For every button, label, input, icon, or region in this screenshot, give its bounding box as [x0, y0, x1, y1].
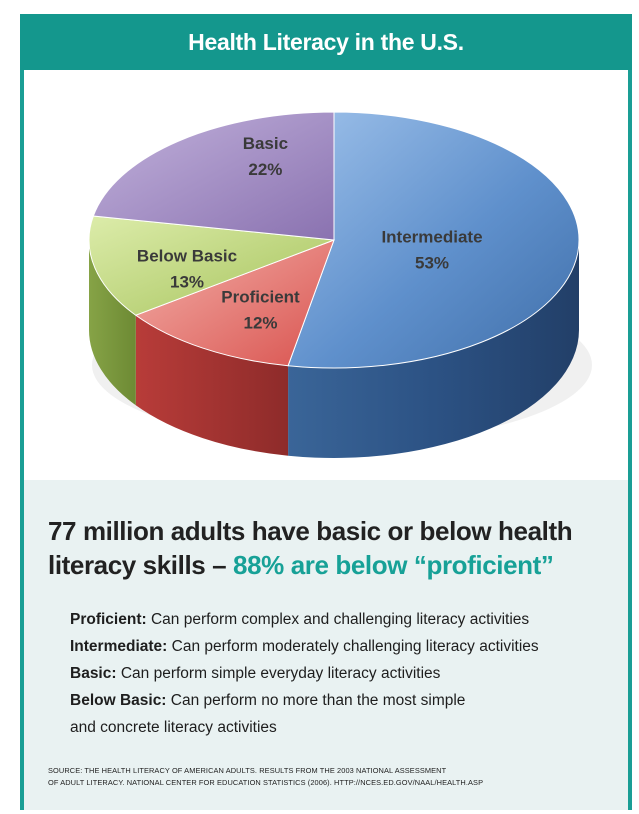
chart-title: Health Literacy in the U.S. — [188, 28, 464, 55]
pie-side-below-basic — [89, 240, 136, 406]
pie-tops — [88, 111, 580, 369]
definition-proficient: Proficient: Can perform complex and chal… — [70, 606, 610, 633]
definition-text: Can perform moderately challenging liter… — [167, 638, 539, 655]
slice-label-proficient: Proficient — [221, 288, 300, 307]
definition-term: Intermediate: — [70, 638, 168, 655]
definition-intermediate: Intermediate: Can perform moderately cha… — [70, 633, 610, 660]
slice-value-intermediate: 53% — [415, 253, 449, 272]
slice-label-intermediate: Intermediate — [381, 227, 482, 246]
slice-value-basic: 22% — [248, 160, 282, 179]
headline-text: 77 million adults have basic or below he… — [48, 516, 573, 580]
definition-text: Can perform complex and challenging lite… — [146, 611, 530, 628]
slice-label-below-basic: Below Basic — [137, 247, 237, 266]
source-line-1: SOURCE: THE HEALTH LITERACY OF AMERICAN … — [48, 766, 447, 775]
pie-slice-proficient — [134, 239, 335, 367]
definition-term: Below Basic: — [70, 692, 167, 709]
pie-labels: Intermediate 53% Proficient 12% Below Basic 1… — [137, 134, 483, 333]
definition-basic: Basic: Can perform simple everyday liter… — [70, 660, 610, 687]
pie-slice-basic — [92, 111, 335, 241]
source-citation: SOURCE: THE HEALTH LITERACY OF AMERICAN … — [48, 765, 618, 789]
definition-term: Basic: — [70, 665, 117, 682]
slice-value-proficient: 12% — [243, 314, 277, 333]
chart-title-banner: Health Literacy in the U.S. — [20, 14, 632, 70]
definition-text: Can perform simple everyday literacy act… — [116, 665, 441, 682]
pie-side-proficient — [135, 315, 289, 456]
definition-continuation: and concrete literacy activities — [70, 719, 277, 736]
headline: 77 million adults have basic or below he… — [48, 514, 618, 582]
definition-text: Can perform no more than the most simple — [166, 692, 466, 709]
definitions-list: Proficient: Can perform complex and chal… — [70, 606, 610, 741]
pie-slice-intermediate — [287, 111, 580, 369]
source-line-2: OF ADULT LITERACY. NATIONAL CENTER FOR E… — [48, 778, 484, 787]
pie-chart: Intermediate 53% Proficient 12% Below Basic 1… — [88, 111, 592, 458]
chart-area: Intermediate 53% Proficient 12% Below Basic 1… — [24, 70, 628, 480]
definition-below-basic: Below Basic: Can perform no more than th… — [70, 687, 610, 714]
slice-label-basic: Basic — [243, 134, 288, 153]
summary-panel: 77 million adults have basic or below he… — [24, 480, 628, 810]
headline-accent: 88% are below “proficient” — [233, 550, 554, 580]
pie-side-intermediate — [288, 240, 579, 458]
pie-slice-below-basic — [88, 215, 335, 316]
pie-sides — [89, 240, 579, 458]
definition-term: Proficient: — [70, 611, 147, 628]
slice-value-below-basic: 13% — [170, 273, 204, 292]
